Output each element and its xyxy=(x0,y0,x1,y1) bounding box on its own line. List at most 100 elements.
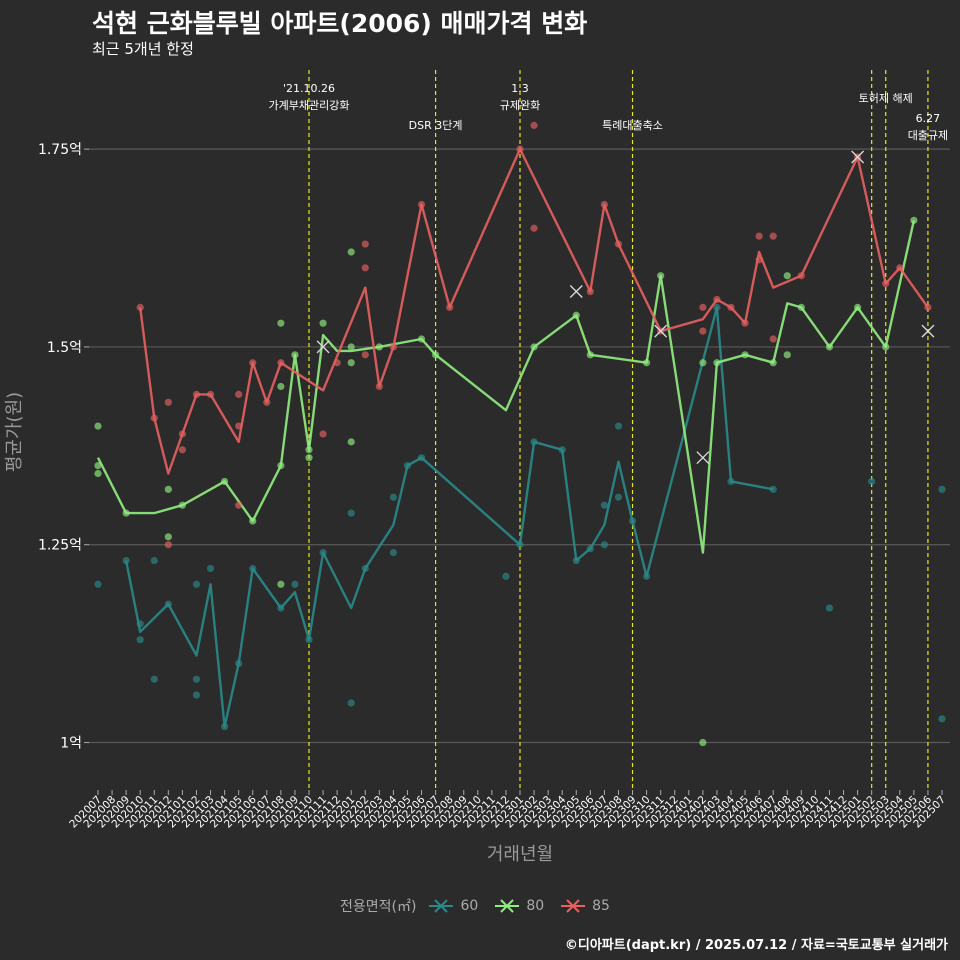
point-60-9 xyxy=(192,580,201,588)
event-label-202506-1: 대출규제 xyxy=(908,129,948,142)
line-80 xyxy=(96,220,916,554)
event-label-202110-1: 가계부채관리강화 xyxy=(269,99,350,112)
point-60-4 xyxy=(150,556,158,565)
cross-85-0 xyxy=(316,340,330,354)
point-60-34 xyxy=(614,493,623,501)
point-80-1 xyxy=(94,469,102,478)
point-80-30 xyxy=(699,738,707,747)
legend-key-80 xyxy=(495,899,520,913)
point-60-22 xyxy=(389,549,397,557)
line-85 xyxy=(139,147,929,475)
point-60-15 xyxy=(291,580,299,588)
point-60-19 xyxy=(347,699,355,707)
page-title: 석현 근화블루빌 아파트(2006) 매매가격 변화 xyxy=(92,9,588,38)
legend-label-80: 80 xyxy=(526,898,545,914)
source-caption: ©디아파트(dapt.kr) / 2025.07.12 / 자료=국토교통부 실… xyxy=(564,938,948,953)
x-axis-label: 거래년월 xyxy=(487,844,553,865)
event-label-202301-0: 1.3 xyxy=(511,82,529,95)
point-80-17 xyxy=(347,248,355,256)
event-label-202503-0: 토허제 해제 xyxy=(859,91,913,105)
point-60-2 xyxy=(136,636,144,644)
line-60 xyxy=(124,306,774,728)
point-85-18 xyxy=(361,351,369,359)
point-85-0 xyxy=(136,303,144,311)
event-label-202207-0: DSR 3단계 xyxy=(409,119,463,132)
y-tick-label-2: 1.5억 xyxy=(47,340,82,356)
y-tick-label-3: 1.75억 xyxy=(38,142,82,158)
point-60-5 xyxy=(150,675,158,683)
y-axis-label: 평균가(원) xyxy=(4,392,25,472)
series-60 xyxy=(94,303,946,731)
point-60-41 xyxy=(868,477,876,486)
series-layer xyxy=(94,121,946,747)
point-60-42 xyxy=(938,485,946,493)
y-axis: 1억 1.25억 1.5억 1.75억 xyxy=(38,142,89,752)
event-label-202110-0: '21.10.26 xyxy=(283,82,335,95)
point-80-29 xyxy=(699,359,707,367)
point-80-34 xyxy=(783,272,791,280)
point-80-16 xyxy=(319,319,327,327)
point-80-15 xyxy=(305,454,313,462)
event-label-202506-0: 6.27 xyxy=(916,112,941,125)
point-60-25 xyxy=(502,572,510,580)
series-80 xyxy=(94,216,918,747)
point-80-12 xyxy=(277,580,285,588)
point-85-25 xyxy=(530,224,538,232)
point-85-17 xyxy=(361,264,369,272)
point-85-30 xyxy=(699,303,707,311)
point-85-14 xyxy=(319,430,327,438)
cross-85-1 xyxy=(569,285,583,299)
y-tick-label-0: 1억 xyxy=(60,736,82,752)
page-subtitle: 최근 5개년 한정 xyxy=(92,40,194,58)
cross-85-3 xyxy=(851,150,865,164)
point-80-11 xyxy=(277,319,285,327)
legend: 전용면적(㎡) 60 80 85 xyxy=(0,896,960,916)
point-60-31 xyxy=(600,501,609,509)
event-label-202309-0: 특례대출축소 xyxy=(602,119,663,132)
event-label-202301-1: 규제완화 xyxy=(500,99,540,112)
legend-title: 전용면적(㎡) xyxy=(340,899,417,915)
point-85-16 xyxy=(361,240,369,248)
legend-key-85 xyxy=(561,899,586,913)
legend-label-60: 60 xyxy=(460,898,479,914)
point-60-10 xyxy=(206,564,215,573)
point-60-39 xyxy=(769,485,777,493)
point-85-5 xyxy=(178,446,186,454)
y-tick-label-1: 1.25억 xyxy=(38,538,82,554)
cross-85-2 xyxy=(654,324,668,338)
point-85-38 xyxy=(769,335,777,343)
point-60-33 xyxy=(614,422,623,430)
point-60-32 xyxy=(600,541,609,549)
point-60-43 xyxy=(938,715,946,723)
point-80-2 xyxy=(94,422,102,430)
point-85-2 xyxy=(164,398,172,406)
point-85-8 xyxy=(235,390,243,398)
point-60-21 xyxy=(389,493,397,501)
point-85-31 xyxy=(699,327,707,335)
point-60-7 xyxy=(192,675,201,683)
point-80-5 xyxy=(164,533,172,541)
point-85-35 xyxy=(755,232,763,240)
point-80-20 xyxy=(347,343,355,351)
point-60-8 xyxy=(192,691,201,699)
point-80-10 xyxy=(277,382,285,391)
series-85 xyxy=(136,121,935,549)
point-60-40 xyxy=(825,604,834,612)
point-80-19 xyxy=(347,438,355,446)
point-85-10 xyxy=(235,501,243,509)
legend-key-60 xyxy=(429,899,454,913)
point-85-37 xyxy=(769,232,777,240)
x-axis: 2020072020082020092020102020112020122021… xyxy=(67,790,948,830)
point-85-3 xyxy=(164,541,172,549)
legend-label-85: 85 xyxy=(592,898,610,914)
cross-85-4 xyxy=(921,324,935,338)
point-80-6 xyxy=(164,485,172,493)
point-60-0 xyxy=(94,580,102,588)
point-60-18 xyxy=(347,509,355,517)
point-80-35 xyxy=(783,351,791,359)
point-85-24 xyxy=(530,121,538,129)
point-80-18 xyxy=(347,359,355,367)
cross-80-0 xyxy=(696,451,710,465)
